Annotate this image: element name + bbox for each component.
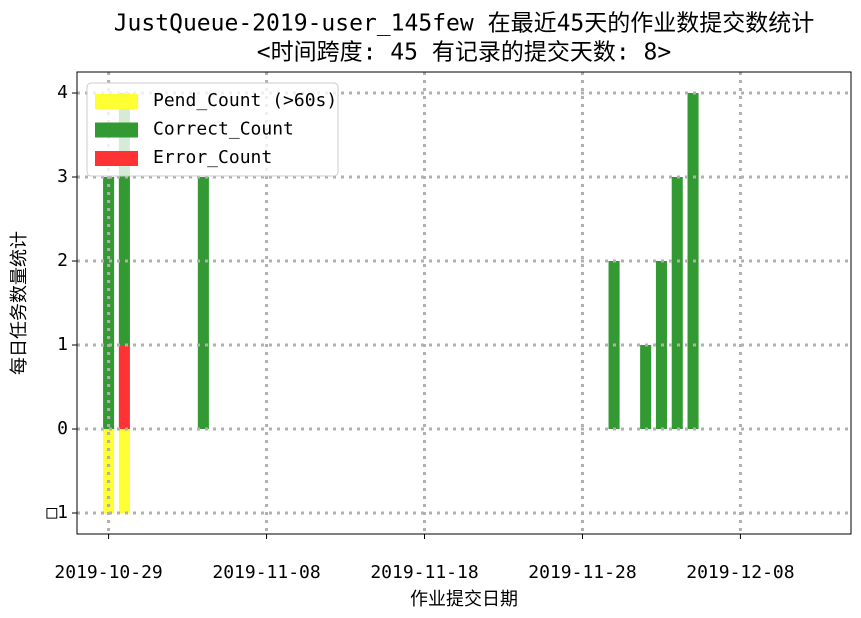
legend: Pend_Count (>60s) Correct_Count Error_Coun… — [86, 82, 339, 177]
legend-label: Pend_Count (>60s) — [153, 90, 337, 111]
x-tick-label: 2019-12-08 — [686, 562, 794, 583]
x-tick-label: 2019-11-28 — [528, 562, 636, 583]
y-axis-label: 每日任务数量统计 — [9, 231, 30, 375]
y-tick-label: 2 — [57, 250, 68, 271]
chart-title: JustQueue-2019-user_145few 在最近45天的作业数提交数… — [114, 11, 815, 37]
legend-swatch — [95, 151, 138, 166]
bar — [118, 429, 130, 513]
bar — [671, 177, 683, 429]
y-tick-label: □1 — [46, 502, 68, 523]
x-axis-label: 作业提交日期 — [410, 589, 518, 610]
bar — [103, 177, 115, 429]
bar — [640, 345, 652, 429]
y-tick-label: 0 — [57, 418, 68, 439]
plot-frame — [76, 71, 852, 535]
chart-subtitle: <时间跨度: 45 有记录的提交天数: 8> — [257, 40, 671, 66]
legend-swatch — [95, 94, 138, 109]
y-tick-label: 4 — [57, 82, 68, 103]
x-tick-label: 2019-10-29 — [54, 562, 162, 583]
y-tick-label: 1 — [57, 334, 68, 355]
bar — [118, 93, 130, 345]
y-tick-label: 3 — [57, 166, 68, 187]
bar — [118, 345, 130, 429]
x-tick-label: 2019-11-18 — [370, 562, 478, 583]
bar — [197, 177, 209, 429]
bar — [103, 429, 115, 513]
legend-frame — [86, 82, 339, 177]
legend-label: Error_Count — [153, 147, 272, 168]
legend-swatch — [95, 122, 138, 138]
legend-label: Correct_Count — [153, 119, 294, 140]
x-tick-label: 2019-11-08 — [212, 562, 320, 583]
